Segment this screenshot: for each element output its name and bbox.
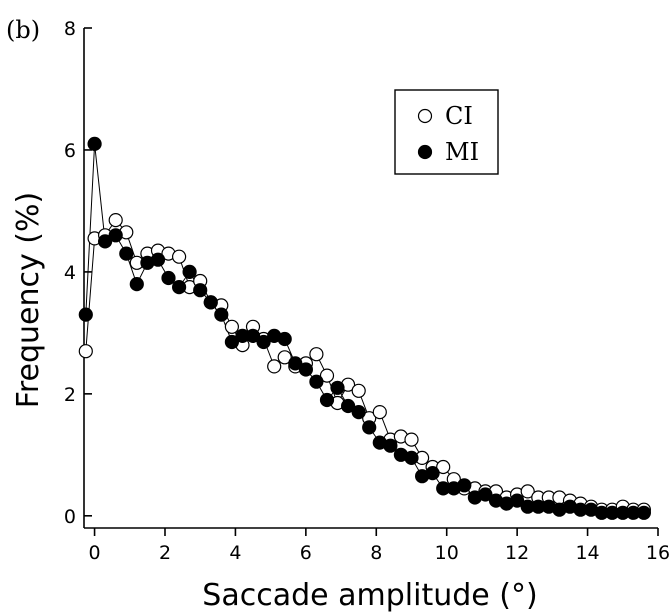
data-point-ci bbox=[319, 368, 335, 383]
data-point-ci bbox=[520, 484, 535, 499]
data-point-mi bbox=[288, 356, 303, 371]
data-point-mi bbox=[119, 246, 134, 261]
data-point-mi bbox=[161, 270, 176, 286]
data-point-mi bbox=[224, 334, 239, 350]
data-point-mi bbox=[309, 374, 324, 389]
series-line-ci bbox=[85, 219, 644, 511]
x-tick-label: 8 bbox=[370, 542, 382, 564]
data-point-mi bbox=[182, 264, 197, 279]
y-tick-label: 0 bbox=[64, 506, 76, 528]
data-point-mi bbox=[457, 478, 472, 493]
data-point-ci bbox=[267, 359, 282, 374]
data-point-ci bbox=[309, 347, 324, 362]
data-point-mi bbox=[509, 493, 525, 508]
data-point-mi bbox=[87, 136, 102, 151]
data-point-mi bbox=[193, 283, 208, 298]
data-point-mi bbox=[636, 505, 652, 520]
x-tick-label: 16 bbox=[646, 542, 670, 564]
x-tick-label: 14 bbox=[575, 542, 599, 564]
data-point-mi bbox=[78, 307, 93, 322]
data-point-mi bbox=[245, 328, 261, 343]
data-point-mi bbox=[404, 450, 419, 465]
x-axis-title: Saccade amplitude (°) bbox=[202, 578, 537, 613]
data-point-ci bbox=[404, 432, 419, 447]
y-tick-label: 4 bbox=[64, 262, 76, 284]
y-axis-title: Frequency (%) bbox=[11, 192, 46, 408]
data-point-ci bbox=[436, 459, 451, 475]
y-tick-label: 2 bbox=[64, 384, 76, 406]
data-point-mi bbox=[351, 405, 366, 420]
x-tick-label: 4 bbox=[229, 542, 241, 564]
data-point-mi bbox=[277, 331, 292, 347]
axes: 0 2 4 6 8 0 2 4 6 8 10 12 14 16 bbox=[64, 18, 670, 564]
data-point-mi bbox=[203, 295, 218, 310]
x-tick-label: 0 bbox=[89, 542, 101, 564]
series-line-mi bbox=[85, 143, 644, 514]
data-point-mi bbox=[129, 277, 144, 292]
data-point-mi bbox=[214, 307, 229, 322]
panel-label: (b) bbox=[6, 16, 40, 44]
legend: CI MI bbox=[394, 89, 499, 175]
data-point-mi bbox=[362, 420, 377, 435]
x-tick-label: 10 bbox=[435, 542, 459, 564]
y-tick-label: 6 bbox=[64, 140, 76, 162]
data-point-ci bbox=[224, 319, 239, 334]
data-point-mi bbox=[172, 280, 187, 295]
x-tick-label: 6 bbox=[300, 542, 312, 564]
data-point-mi bbox=[330, 380, 345, 395]
legend-marker-ci bbox=[417, 108, 433, 124]
legend-marker-mi bbox=[417, 144, 433, 160]
data-point-mi bbox=[108, 228, 123, 243]
data-point-mi bbox=[97, 234, 113, 249]
y-tick-label: 8 bbox=[64, 18, 76, 40]
data-point-mi bbox=[478, 487, 493, 502]
legend-box bbox=[394, 89, 499, 175]
data-point-mi bbox=[425, 466, 440, 481]
data-point-ci bbox=[351, 383, 366, 398]
legend-label-ci: CI bbox=[445, 102, 473, 130]
legend-label-mi: MI bbox=[445, 138, 479, 166]
data-point-ci bbox=[172, 249, 187, 264]
data-point-ci bbox=[372, 405, 387, 420]
data-point-ci bbox=[78, 344, 93, 359]
data-point-mi bbox=[256, 334, 271, 350]
data-point-mi bbox=[150, 252, 166, 267]
data-point-mi bbox=[298, 362, 313, 377]
data-point-mi bbox=[319, 392, 335, 408]
data-point-mi bbox=[341, 398, 356, 414]
data-point-ci bbox=[108, 213, 123, 228]
data-point-mi bbox=[383, 438, 398, 453]
series-layer bbox=[78, 136, 652, 520]
data-point-ci bbox=[277, 350, 292, 365]
x-tick-label: 12 bbox=[505, 542, 529, 564]
x-tick-label: 2 bbox=[159, 542, 171, 564]
